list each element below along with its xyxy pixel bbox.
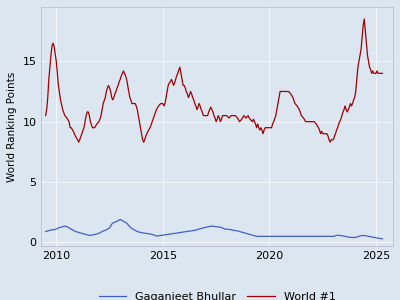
World #1 xyxy=(154,108,159,111)
Gaganjeet Bhullar xyxy=(229,228,234,232)
Gaganjeet Bhullar xyxy=(118,218,123,221)
Gaganjeet Bhullar xyxy=(374,236,378,240)
World #1 xyxy=(43,114,48,117)
World #1 xyxy=(172,81,177,85)
Y-axis label: World Ranking Points: World Ranking Points xyxy=(7,71,17,182)
World #1 xyxy=(380,71,385,75)
Gaganjeet Bhullar xyxy=(43,230,48,233)
Gaganjeet Bhullar xyxy=(239,230,244,234)
Gaganjeet Bhullar xyxy=(380,237,385,241)
World #1 xyxy=(76,140,81,144)
World #1 xyxy=(206,110,211,114)
Line: World #1: World #1 xyxy=(46,19,382,142)
Gaganjeet Bhullar xyxy=(252,234,257,238)
World #1 xyxy=(190,96,195,99)
Line: Gaganjeet Bhullar: Gaganjeet Bhullar xyxy=(46,219,382,239)
World #1 xyxy=(362,17,367,21)
Gaganjeet Bhullar xyxy=(120,219,125,222)
World #1 xyxy=(329,138,334,142)
Legend: Gaganjeet Bhullar, World #1: Gaganjeet Bhullar, World #1 xyxy=(94,287,340,300)
World #1 xyxy=(175,71,180,75)
Gaganjeet Bhullar xyxy=(201,226,206,230)
